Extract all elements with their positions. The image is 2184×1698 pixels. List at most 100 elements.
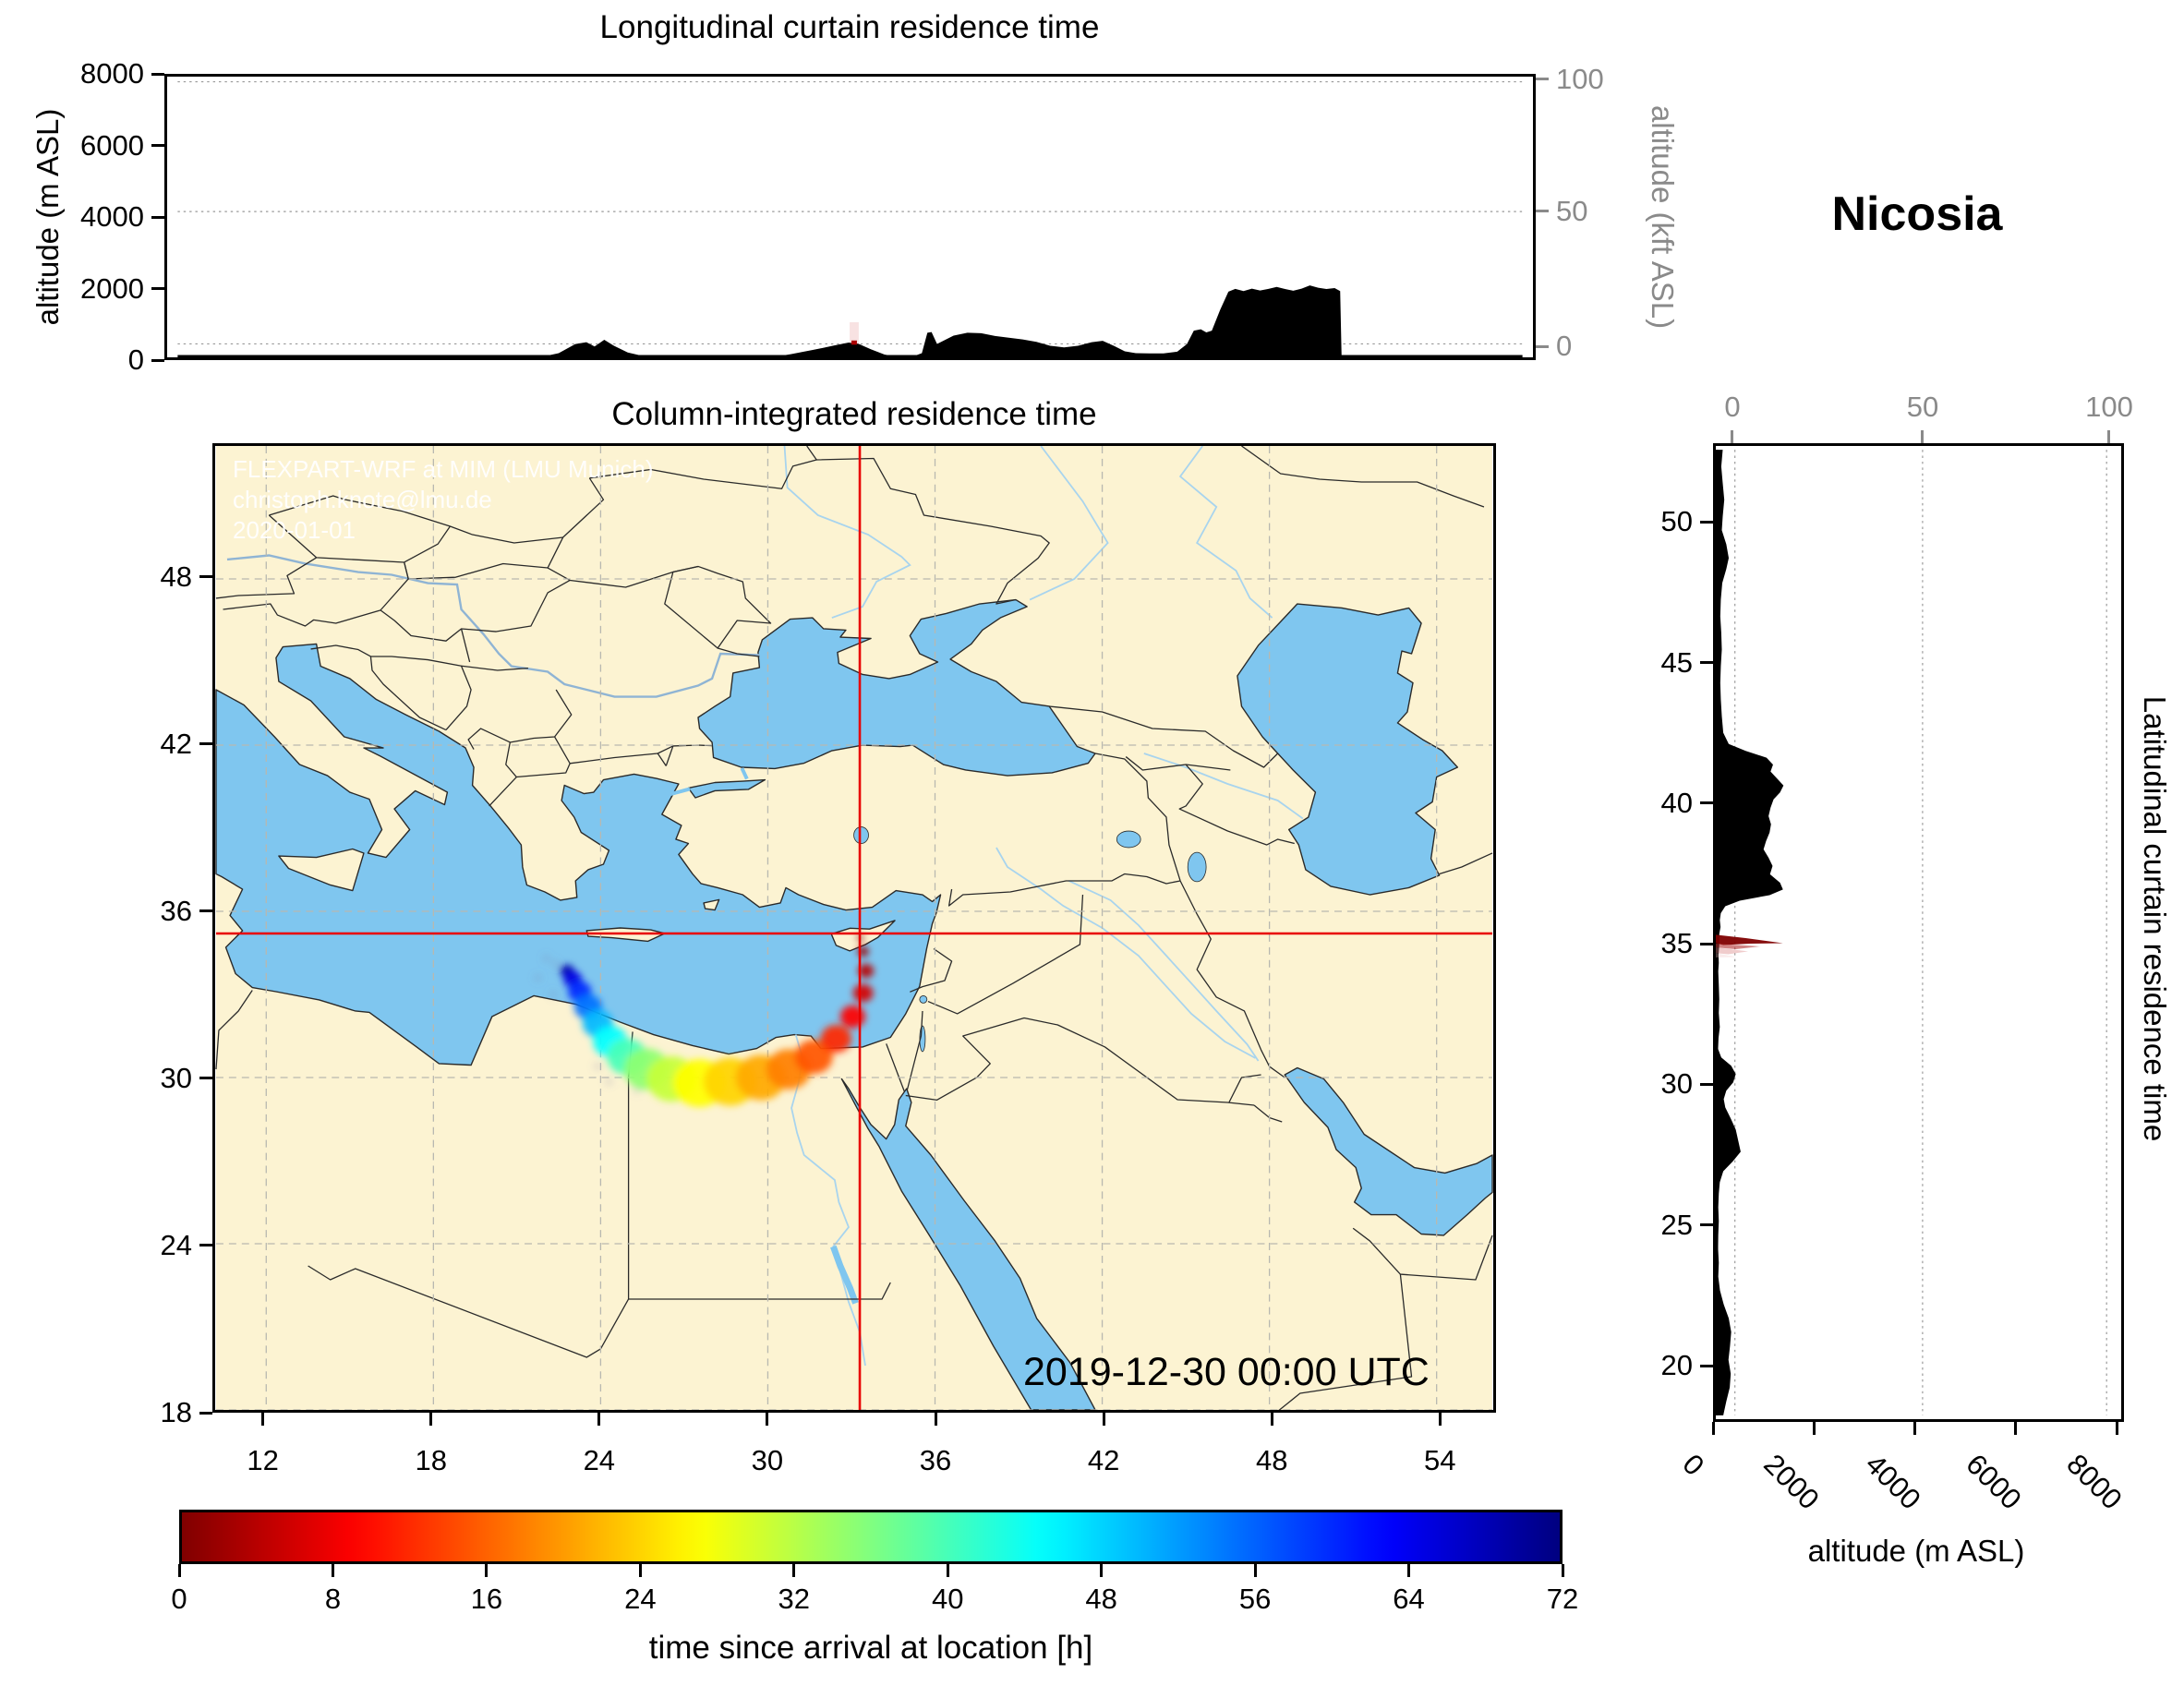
map-panel-title: Column-integrated residence time xyxy=(611,396,1097,432)
axis-tick xyxy=(177,1564,181,1577)
axis-tick xyxy=(1700,1082,1713,1086)
tick-label: 40 xyxy=(1660,786,1693,819)
axis-tick xyxy=(766,1413,769,1426)
rotated-tick-label: 0 xyxy=(1676,1448,1711,1482)
tick-label: 8000 xyxy=(80,57,144,90)
station-title: Nicosia xyxy=(1831,187,2003,241)
axis-tick xyxy=(792,1564,796,1577)
tick-label: 18 xyxy=(160,1396,192,1428)
tick-label: 42 xyxy=(160,727,192,760)
axis-tick xyxy=(1536,344,1549,348)
axis-tick xyxy=(151,72,164,76)
axis-tick xyxy=(1536,210,1549,213)
tick-label: 6000 xyxy=(80,128,144,162)
axis-tick xyxy=(199,742,212,746)
axis-tick xyxy=(1700,801,1713,805)
right-panel-title: Latitudinal curtain residence time xyxy=(2138,695,2172,1142)
axis-tick xyxy=(1913,1422,1916,1435)
tick-label: 0 xyxy=(1556,330,1573,363)
axis-tick xyxy=(1102,1413,1105,1426)
axis-tick xyxy=(485,1564,489,1577)
axis-tick xyxy=(1100,1564,1104,1577)
axis-tick xyxy=(199,1244,212,1247)
axis-tick xyxy=(1700,942,1713,945)
latitudinal-curtain-panel xyxy=(1713,443,2124,1422)
axis-tick xyxy=(1700,1364,1713,1367)
tick-label: 2000 xyxy=(80,271,144,305)
axis-tick xyxy=(151,144,164,147)
axis-tick xyxy=(1561,1564,1564,1577)
axis-tick xyxy=(1921,430,1925,443)
tick-label: 50 xyxy=(1906,391,1939,423)
axis-tick xyxy=(597,1413,601,1426)
tick-label: 45 xyxy=(1660,645,1693,679)
tick-label: 42 xyxy=(1087,1444,1120,1476)
tick-label: 4000 xyxy=(80,200,144,233)
tick-label: 32 xyxy=(778,1583,810,1615)
axis-tick xyxy=(1700,520,1713,524)
colorbar xyxy=(179,1510,1563,1564)
axis-tick xyxy=(1700,1223,1713,1227)
axis-tick xyxy=(1407,1564,1411,1577)
axis-tick xyxy=(1536,78,1549,81)
axis-tick xyxy=(261,1413,265,1426)
tick-label: 36 xyxy=(919,1444,952,1476)
tick-label: 24 xyxy=(160,1228,192,1261)
tick-label: 72 xyxy=(1546,1583,1579,1615)
rotated-tick-label: 6000 xyxy=(1960,1448,2028,1516)
colorbar-gradient xyxy=(182,1512,1560,1561)
axis-tick xyxy=(1270,1413,1273,1426)
tick-label: 50 xyxy=(1556,194,1588,227)
tick-label: 0 xyxy=(171,1583,187,1615)
rotated-tick-label: 8000 xyxy=(2060,1448,2129,1516)
axis-tick xyxy=(1711,1422,1715,1435)
axis-tick xyxy=(2107,430,2111,443)
axis-tick xyxy=(1438,1413,1442,1426)
tick-label: 30 xyxy=(1660,1067,1693,1101)
tick-label: 12 xyxy=(247,1444,279,1476)
tick-label: 20 xyxy=(1660,1349,1693,1382)
tick-label: 0 xyxy=(127,343,144,376)
axis-tick xyxy=(2014,1422,2018,1435)
axis-tick xyxy=(331,1564,334,1577)
axis-tick xyxy=(946,1564,949,1577)
watermark-line-1: FLEXPART-WRF at MIM (LMU Munich) xyxy=(233,455,654,483)
tick-label: 36 xyxy=(160,894,192,927)
axis-tick xyxy=(1253,1564,1257,1577)
tick-label: 40 xyxy=(931,1583,964,1615)
tick-label: 56 xyxy=(1238,1583,1272,1615)
map-panel xyxy=(212,443,1496,1413)
axis-tick xyxy=(199,909,212,913)
tick-label: 30 xyxy=(160,1061,192,1094)
axis-tick xyxy=(151,215,164,219)
rotated-tick-label: 4000 xyxy=(1858,1448,1927,1516)
axis-tick xyxy=(199,1411,212,1415)
tick-label: 54 xyxy=(1424,1444,1456,1476)
tick-label: 48 xyxy=(1255,1444,1288,1476)
axis-tick xyxy=(199,575,212,579)
watermark-line-2: christoph.knote@lmu.de xyxy=(233,486,492,513)
tick-label: 50 xyxy=(1660,505,1693,538)
colorbar-label: time since arrival at location [h] xyxy=(648,1630,1093,1666)
axis-tick xyxy=(638,1564,642,1577)
axis-tick xyxy=(1812,1422,1816,1435)
axis-tick xyxy=(199,1077,212,1080)
tick-label: 100 xyxy=(1556,62,1604,95)
watermark-line-3: 2020-01-01 xyxy=(233,516,356,544)
tick-label: 16 xyxy=(470,1583,503,1615)
tick-label: 48 xyxy=(160,560,192,593)
axis-tick xyxy=(1731,430,1734,443)
right-bottom-axis-label: altitude (m ASL) xyxy=(1807,1534,2025,1568)
axis-tick xyxy=(151,358,164,362)
tick-label: 8 xyxy=(324,1583,342,1615)
longitudinal-curtain-panel xyxy=(164,74,1536,360)
tick-label: 100 xyxy=(2085,391,2133,423)
tick-label: 64 xyxy=(1393,1583,1425,1615)
axis-tick xyxy=(151,287,164,290)
tick-label: 30 xyxy=(751,1444,784,1476)
tick-label: 24 xyxy=(583,1444,616,1476)
axis-tick xyxy=(1700,661,1713,665)
tick-label: 25 xyxy=(1660,1208,1693,1241)
axis-tick xyxy=(934,1413,937,1426)
